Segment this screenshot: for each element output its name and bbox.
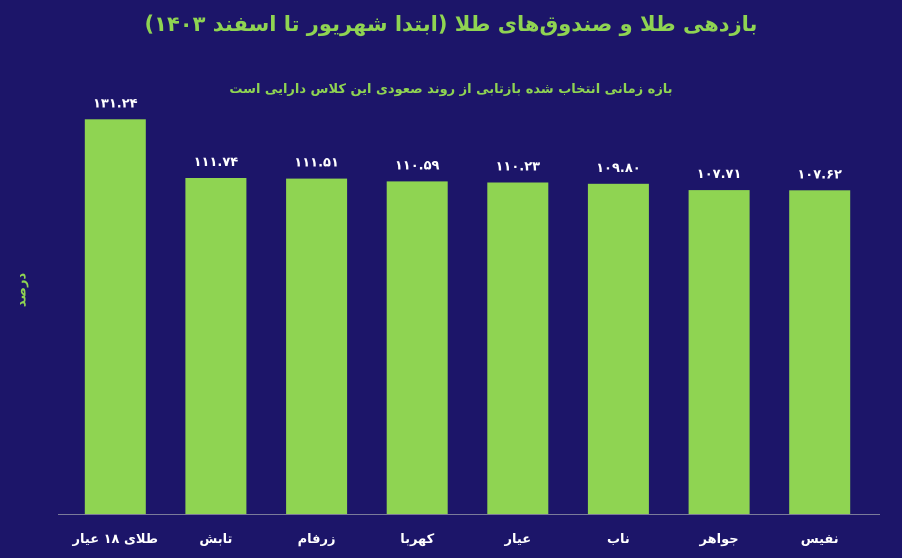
bar-value-label: ۱۱۰.۲۳ [495,160,540,175]
bar [789,190,851,515]
bar [487,182,549,514]
bar-value-label: ۱۰۷.۷۱ [697,167,742,182]
bar-value-label: ۱۰۷.۶۲ [797,167,842,182]
bar-value-label: ۱۱۰.۵۹ [395,158,440,173]
bar [286,178,348,514]
bar-value-label: ۱۳۱.۲۴ [93,96,138,111]
category-label: جواهر [699,532,739,547]
category-label: تابش [199,532,232,547]
category-label: زرفام [298,532,336,547]
bar-value-label: ۱۱۱.۵۱ [294,156,339,171]
bar [185,178,247,514]
chart-subtitle: بازه زمانی انتخاب شده بازتابی از روند صع… [229,82,673,97]
category-label: ناب [607,532,630,547]
bar-value-label: ۱۰۹.۸۰ [596,161,641,176]
bar [688,190,750,514]
category-label: عیار [504,532,532,547]
category-label: طلای ۱۸ عیار [72,532,159,547]
bar [587,183,649,515]
category-label: نفیس [801,532,839,547]
category-label: کهربا [400,532,434,547]
bar [84,119,146,515]
chart-title: بازدهی طلا و صندوق‌های طلا (ابتدا شهریور… [144,12,758,36]
bar-value-label: ۱۱۱.۷۴ [194,155,239,170]
bar [386,181,448,514]
